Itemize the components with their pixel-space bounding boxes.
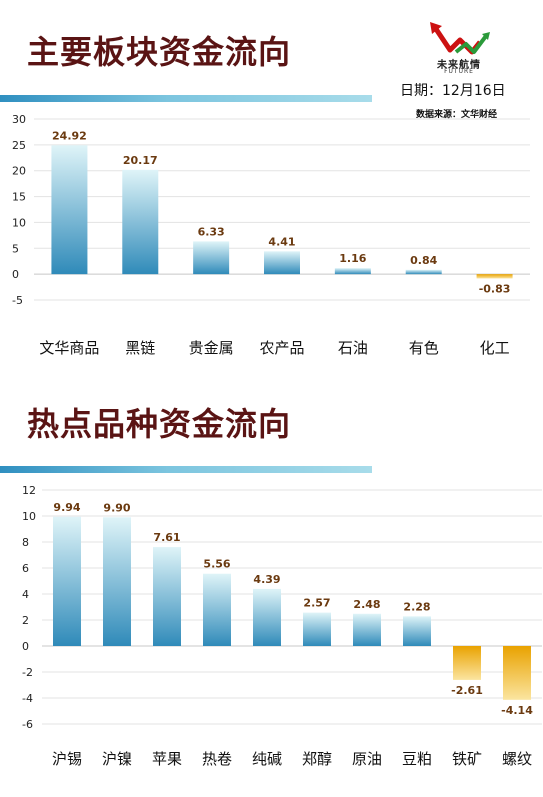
category-label: 热卷 [202,750,232,768]
data-label: 2.28 [403,600,430,613]
y-tick-label: 2 [22,614,29,627]
data-label: 4.41 [268,235,295,248]
category-label: 化工 [480,339,510,357]
logo-name: 未来航情 [437,60,481,71]
data-label: 5.56 [203,558,230,571]
data-label: -4.14 [501,704,533,717]
bar [353,613,381,646]
y-tick-label: -2 [22,666,33,679]
data-label: 9.90 [103,501,130,514]
category-label: 有色 [409,339,439,357]
data-label: 2.48 [353,598,380,611]
logo-subtitle: FUTURE [444,68,474,75]
y-tick-label: 10 [12,216,26,229]
variety-flow-chart: 12 10 8 6 4 2 0 -2 -4 -6 9.94 沪锡 9.90 沪镍 7.61 苹果 5.56 热卷 4… [22,484,542,768]
data-label: 20.17 [123,154,158,167]
y-tick-label: 12 [22,484,36,497]
category-label: 螺纹 [502,750,532,768]
data-label: -2.61 [451,684,483,697]
y-tick-label: 30 [12,113,26,126]
bar [476,274,513,279]
chart-title-hot-varieties: 热点品种资金流向 [27,405,292,443]
category-label: 文华商品 [39,339,99,357]
category-label: 苹果 [152,750,182,768]
data-label: 24.92 [52,129,87,142]
data-label: 2.57 [303,597,330,610]
bar [453,646,481,680]
category-label: 贵金属 [189,339,234,357]
bar [122,169,159,275]
data-label: 4.39 [253,573,280,586]
category-label: 原油 [352,750,382,768]
data-label: 7.61 [153,531,180,544]
bar [334,268,371,275]
y-tick-label: 15 [12,191,26,204]
y-tick-label: 25 [12,139,26,152]
y-tick-label: 10 [22,510,36,523]
bar [403,616,431,646]
category-label: 纯碱 [252,750,282,768]
category-label: 郑醇 [302,750,332,768]
bar [51,145,88,275]
bar [153,547,181,646]
y-tick-label: 5 [12,242,19,255]
y-tick-label: -4 [22,692,33,705]
chart-title-sectors: 主要板块资金流向 [27,33,292,71]
data-label: 1.16 [339,252,366,265]
bar [303,612,331,646]
date-label: 日期：12月16日 [400,83,506,99]
category-label: 铁矿 [452,750,482,768]
data-label: 0.84 [410,254,437,267]
y-tick-label: -5 [12,294,23,307]
category-label: 农产品 [259,339,304,357]
bar [405,269,442,275]
category-label: 豆粕 [402,750,432,768]
y-tick-label: 20 [12,165,26,178]
category-label: 黑链 [125,339,155,357]
data-label: 9.94 [53,501,80,514]
bar [103,517,131,646]
bar [264,251,300,275]
y-tick-label: 8 [22,536,29,549]
bar [53,516,81,646]
title-underline-band [0,95,372,102]
category-label: 沪镍 [102,750,132,768]
category-label: 石油 [338,339,368,357]
data-source-label: 数据来源：文华财经 [416,110,498,120]
bar [203,573,231,646]
title-underline-band [0,466,372,473]
data-label: 6.33 [198,225,225,238]
data-label: -0.83 [479,282,511,295]
sector-flow-chart: 30 25 20 15 10 5 0 -5 24.92 文华商品 20.17 黑链 6.33 贵金属 4.4… [12,113,530,357]
y-tick-label: 4 [22,588,29,601]
bar [193,241,230,275]
trend-arrow-logo-icon [430,22,490,55]
category-label: 沪锡 [52,750,82,768]
bar [503,646,531,700]
bar [253,588,281,646]
y-tick-label: 0 [22,640,29,653]
y-tick-label: 6 [22,562,29,575]
y-tick-label: 0 [12,268,19,281]
y-tick-label: -6 [22,718,33,731]
